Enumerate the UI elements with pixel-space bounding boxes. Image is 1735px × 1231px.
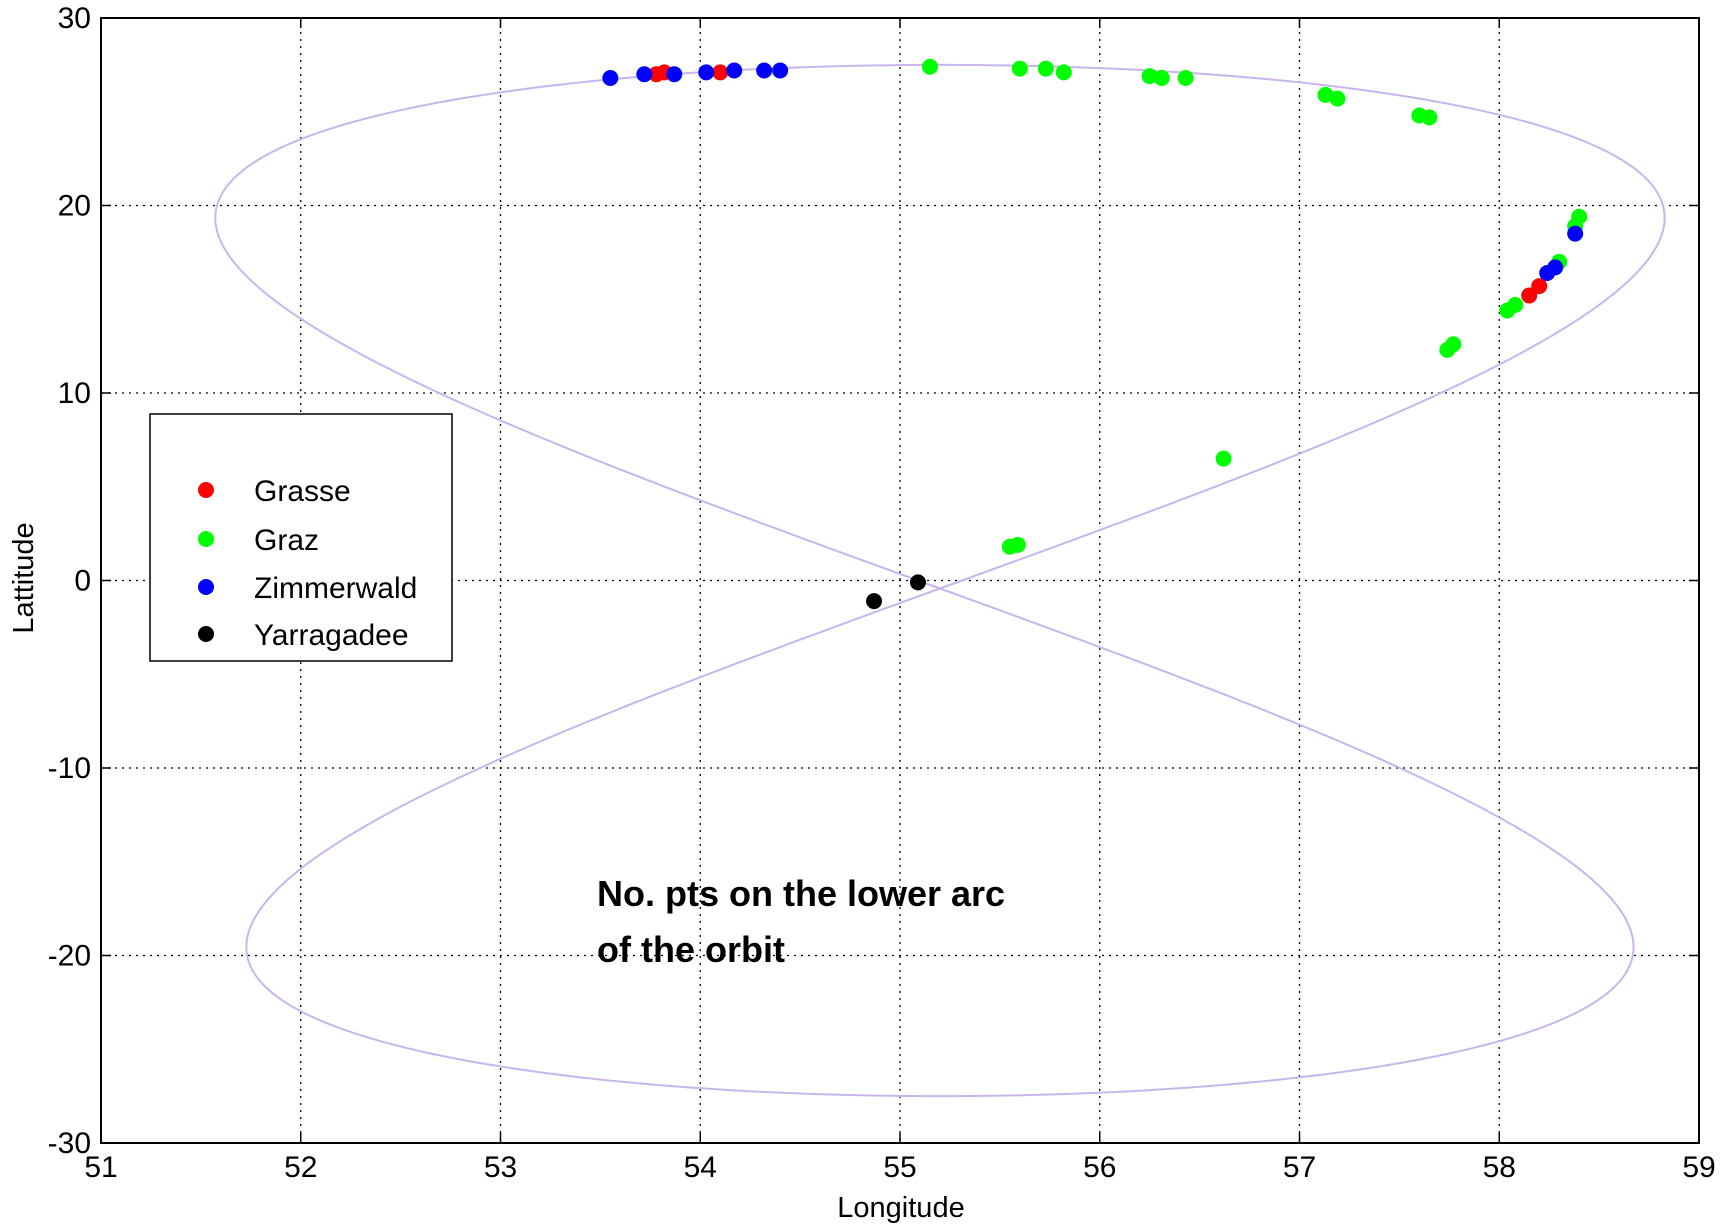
x-tick-label: 54 — [684, 1151, 717, 1184]
data-point-grasse — [1531, 278, 1548, 295]
data-point-graz — [1153, 70, 1170, 86]
data-point-graz — [1177, 70, 1194, 86]
x-tick-label: 57 — [1283, 1151, 1316, 1184]
y-tick-label: 0 — [74, 565, 91, 598]
x-tick-label: 56 — [1083, 1151, 1116, 1184]
data-point-grasse — [1521, 287, 1538, 304]
legend-marker-zimmerwald — [198, 579, 214, 595]
legend-label-zimmerwald: Zimmerwald — [254, 572, 417, 605]
legend-marker-graz — [198, 531, 214, 547]
data-point-graz — [1055, 64, 1072, 81]
legend-marker-yarragadee — [198, 626, 214, 642]
x-tick-label: 53 — [484, 1151, 517, 1184]
x-axis-label: Longitude — [837, 1192, 964, 1224]
y-tick-label: -30 — [48, 1127, 91, 1160]
data-point-zimmerwald — [698, 64, 715, 81]
annotation-line-2: of the orbit — [597, 929, 785, 970]
x-tick-label: 52 — [284, 1151, 317, 1184]
y-tick-label: 20 — [58, 190, 91, 223]
y-tick-label: 30 — [58, 2, 91, 35]
data-point-grasse — [712, 64, 729, 81]
legend-label-graz: Graz — [254, 524, 319, 557]
data-point-graz — [1037, 60, 1054, 77]
annotation: No. pts on the lower arc of the orbit — [597, 873, 1005, 970]
data-point-zimmerwald — [726, 62, 743, 79]
data-point-zimmerwald — [636, 66, 653, 83]
x-tick-label: 59 — [1682, 1151, 1715, 1184]
data-point-zimmerwald — [1567, 225, 1584, 242]
data-point-zimmerwald — [666, 66, 683, 83]
data-point-graz — [1329, 90, 1346, 107]
data-point-graz — [1001, 538, 1018, 555]
data-point-graz — [1011, 60, 1028, 77]
data-point-graz — [1499, 302, 1516, 319]
y-axis-label: Lattitude — [8, 522, 40, 633]
y-tick-label: -10 — [48, 752, 91, 785]
annotation-line-1: No. pts on the lower arc — [597, 873, 1005, 914]
tick-labels: 51 52 53 54 55 56 57 58 59 -30 -20 -10 0 10 20 30 — [48, 2, 1716, 1184]
data-point-graz — [1421, 109, 1438, 126]
data-point-zimmerwald — [602, 70, 619, 86]
y-tick-label: 10 — [58, 377, 91, 410]
data-points — [602, 58, 1588, 610]
data-point-zimmerwald — [756, 62, 773, 79]
legend-label-grasse: Grasse — [254, 475, 351, 508]
legend: Grasse Graz Zimmerwald Yarragadee — [149, 413, 453, 662]
data-point-graz — [1439, 341, 1456, 358]
y-tick-label: -20 — [48, 940, 91, 973]
legend-label-yarragadee: Yarragadee — [254, 619, 409, 652]
data-point-zimmerwald — [1539, 265, 1556, 281]
x-tick-label: 51 — [84, 1151, 117, 1184]
x-tick-label: 58 — [1483, 1151, 1516, 1184]
axes — [100, 17, 1700, 1144]
data-point-graz — [1141, 68, 1158, 85]
data-point-zimmerwald — [772, 62, 789, 79]
data-point-graz — [1215, 450, 1232, 467]
x-tick-label: 55 — [883, 1151, 916, 1184]
data-point-yarragadee — [909, 574, 926, 591]
data-point-yarragadee — [866, 593, 883, 610]
legend-marker-grasse — [198, 482, 214, 498]
data-point-graz — [921, 58, 938, 75]
